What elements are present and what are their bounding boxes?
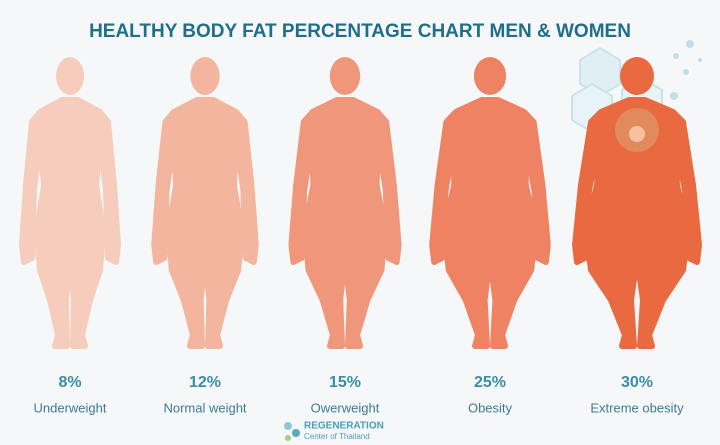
category-label: Normal weight xyxy=(163,400,246,415)
category-label: Underweight xyxy=(34,400,107,415)
body-figure xyxy=(151,57,259,349)
category-label: Owerweight xyxy=(311,400,380,415)
head xyxy=(56,57,84,95)
body-silhouette xyxy=(288,97,402,349)
body-silhouette xyxy=(429,97,551,349)
percent: 30% xyxy=(621,374,653,391)
percent: 15% xyxy=(329,374,361,391)
title: HEALTHY BODY FAT PERCENTAGE CHART MEN & … xyxy=(89,21,631,42)
logo-icon xyxy=(284,422,292,430)
body-silhouette xyxy=(151,97,259,349)
figures: 8% Underweight 12% Normal weight 15% Owerweig… xyxy=(19,57,702,415)
head xyxy=(473,57,507,95)
head xyxy=(620,57,654,95)
logo: REGENERATION Center of Thailand xyxy=(284,421,384,441)
percent: 8% xyxy=(58,374,81,391)
logo-name: REGENERATION xyxy=(304,421,384,432)
category-label: Extreme obesity xyxy=(590,400,684,415)
logo-icon xyxy=(292,429,300,437)
body-silhouette xyxy=(19,97,121,349)
dot-decoration xyxy=(670,40,702,100)
body-figure xyxy=(288,57,402,349)
head xyxy=(190,57,220,95)
body-figure xyxy=(19,57,121,349)
logo-subtitle: Center of Thailand xyxy=(304,432,370,441)
percent: 25% xyxy=(474,374,506,391)
body-silhouette xyxy=(572,97,702,349)
body-figure xyxy=(572,57,702,349)
category-label: Obesity xyxy=(468,400,513,415)
highlight-core xyxy=(629,126,645,142)
head xyxy=(329,57,361,95)
percent: 12% xyxy=(189,374,221,391)
body-figure xyxy=(429,57,551,349)
logo-icon xyxy=(285,435,291,441)
